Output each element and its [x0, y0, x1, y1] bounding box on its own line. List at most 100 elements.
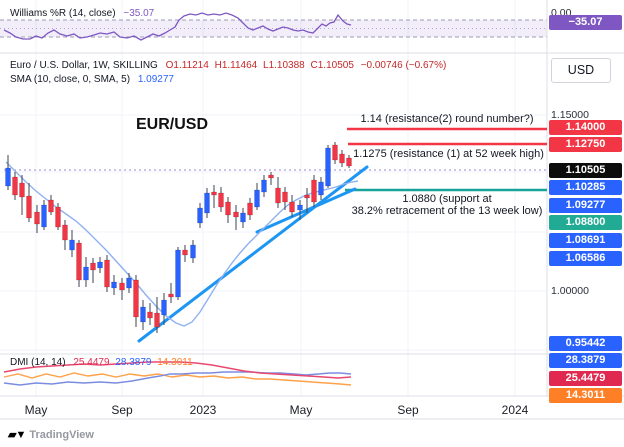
price-scale-badge: 1.08800	[549, 214, 622, 230]
time-axis-label: Sep	[397, 403, 419, 417]
candle-body	[218, 192, 224, 208]
time-axis-label: May	[24, 403, 48, 417]
candle-body	[225, 201, 231, 216]
tradingview-logo-icon: ▰▼	[8, 429, 26, 441]
trendline	[137, 165, 369, 343]
candle-body	[197, 207, 203, 224]
currency-toggle-button[interactable]: USD	[551, 58, 611, 83]
price-scale-badge: 1.08691	[549, 232, 622, 248]
ohlc-change: −0.00746 (−0.67%)	[360, 60, 447, 71]
candle-body	[332, 144, 338, 161]
resistance2-annotation: 1.14 (resistance(2) round number?)	[360, 113, 534, 125]
sma-legend-value: 1.09277	[137, 74, 174, 85]
dmi-value-minus: 14.3011	[157, 357, 193, 368]
price-scale-badge: 1.12750	[549, 136, 622, 152]
candle-body	[175, 249, 181, 298]
candle-body	[168, 293, 174, 298]
candle-body	[346, 157, 352, 167]
candle-body	[12, 176, 18, 196]
price-scale-badge: 28.3879	[549, 352, 622, 368]
candle-body	[204, 192, 210, 214]
candle-body	[76, 242, 82, 281]
candle-body	[104, 259, 110, 288]
dmi-legend[interactable]: DMI (14, 14) 25.4479 28.3879 14.3011	[10, 357, 193, 368]
candle-body	[154, 312, 160, 328]
price-scale-badge: 1.10505	[549, 162, 622, 178]
candle-body	[247, 202, 253, 216]
candle-body	[126, 277, 132, 289]
support-annotation-line1: 1.0880 (support at	[402, 193, 492, 205]
sma-legend[interactable]: SMA (10, close, 0, SMA, 5) 1.09277	[10, 74, 174, 85]
price-axis-label: 1.15000	[551, 109, 589, 121]
candle-body	[26, 195, 32, 219]
candle-body	[289, 201, 295, 213]
candle-body	[69, 239, 75, 251]
candle-body	[111, 281, 117, 289]
dmi-value-adx: 28.3879	[115, 357, 152, 368]
candle-body	[268, 174, 274, 179]
candle-body	[182, 249, 188, 256]
candle-body	[190, 244, 196, 259]
trendline	[255, 187, 357, 234]
candle-body	[311, 179, 317, 203]
williams-legend-title: Williams %R (14, close)	[10, 8, 116, 19]
candle-body	[19, 182, 25, 198]
candle-body	[254, 189, 260, 208]
candle-body	[41, 204, 47, 228]
dmi-adx-line	[3, 371, 352, 386]
candle-body	[147, 311, 153, 319]
ohlc-open: O1.11214	[165, 60, 209, 71]
time-axis-label: May	[289, 403, 313, 417]
candle-body	[97, 261, 103, 269]
candle-body	[83, 266, 89, 281]
candle-body	[211, 191, 217, 196]
candle-body	[233, 211, 239, 218]
williams-line	[3, 12, 352, 41]
williams-band	[0, 20, 547, 37]
candle-body	[34, 211, 40, 225]
dmi-legend-title: DMI (14, 14)	[10, 357, 66, 368]
williams-legend[interactable]: Williams %R (14, close) −35.07	[10, 8, 154, 19]
time-axis-label: 2023	[189, 403, 217, 417]
support-annotation: 1.0880 (support at 38.2% retracement of …	[347, 193, 547, 217]
symbol-legend[interactable]: Euro / U.S. Dollar, 1W, SKILLING O1.1121…	[10, 60, 446, 71]
dmi-value-plus: 25.4479	[73, 357, 110, 368]
williams-legend-value: −35.07	[123, 8, 155, 19]
candle-body	[62, 224, 68, 241]
price-axis-label: 1.00000	[551, 285, 589, 297]
price-scale-badge: 0.95442	[549, 335, 622, 351]
support-annotation-line2: 38.2% retracement of the 13 week low)	[351, 205, 543, 217]
dmi-plus-di-line	[3, 361, 352, 379]
ohlc-low: L1.10388	[263, 60, 305, 71]
candle-body	[282, 191, 288, 203]
chart-title-annotation: EUR/USD	[136, 116, 209, 133]
candle-body	[325, 147, 331, 187]
candle-body	[48, 199, 54, 213]
price-scale-badge: 1.06586	[549, 250, 622, 266]
dmi-minus-di-line	[3, 372, 352, 386]
candle-body	[90, 262, 96, 271]
candle-body	[318, 181, 324, 196]
candle-body	[133, 279, 139, 318]
candle-body	[297, 204, 303, 211]
candle-body	[339, 153, 345, 164]
candle-body	[161, 299, 167, 316]
price-scale-badge: 14.3011	[549, 387, 622, 403]
time-axis-label: Sep	[111, 403, 133, 417]
resistance1-annotation: 1.1275 (resistance (1) at 52 week high)	[353, 148, 544, 160]
candle-body	[304, 194, 310, 199]
tradingview-logo[interactable]: ▰▼ TradingView	[8, 428, 94, 442]
time-axis-label: 2024	[501, 403, 529, 417]
candle-body	[275, 187, 281, 204]
ohlc-close: C1.10505	[310, 60, 354, 71]
ohlc-high: H1.11464	[214, 60, 258, 71]
sma-line	[5, 161, 359, 327]
tradingview-logo-text: TradingView	[29, 428, 94, 441]
price-scale-badge: 1.10285	[549, 179, 622, 195]
price-scale-badge: −35.07	[549, 14, 622, 30]
candle-body	[140, 306, 146, 323]
candle-body	[240, 212, 246, 223]
price-scale-badge: 1.09277	[549, 197, 622, 213]
